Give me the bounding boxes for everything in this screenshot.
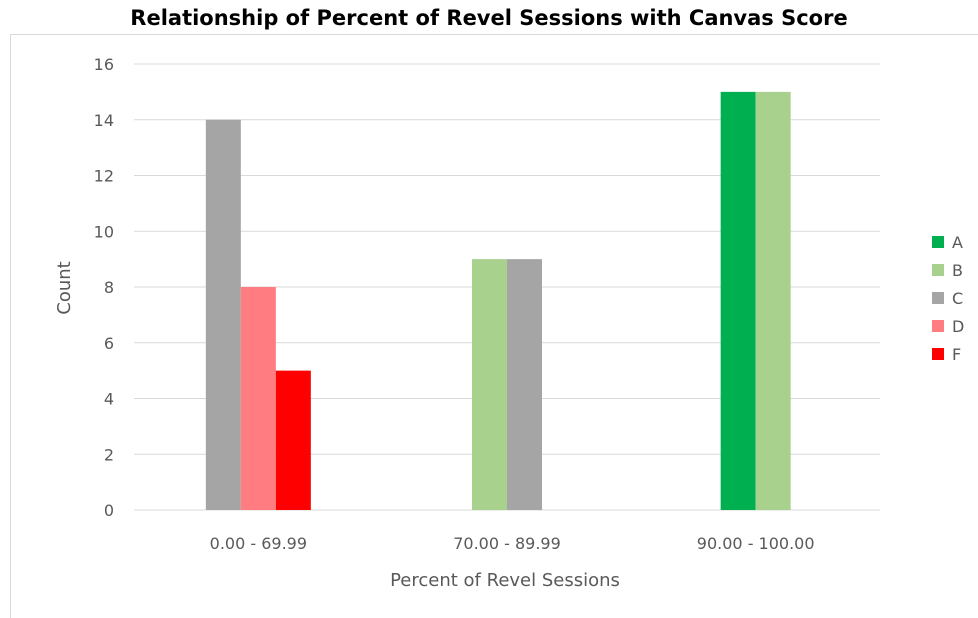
bar-b-2 [755, 91, 791, 510]
x-tick-label: 0.00 - 69.99 [210, 534, 307, 553]
x-axis-ticks: 0.00 - 69.99 70.00 - 89.99 90.00 - 100.00 [210, 534, 815, 553]
y-tick-label: 2 [104, 445, 114, 464]
bar-f-0 [275, 370, 311, 510]
x-axis-title: Percent of Revel Sessions [390, 570, 620, 591]
legend-swatch-b [932, 264, 944, 276]
y-tick-label: 8 [104, 278, 114, 297]
y-tick-label: 0 [104, 501, 114, 520]
legend-label-c: C [952, 289, 963, 308]
bar-b-1 [472, 259, 507, 510]
x-tick-label: 90.00 - 100.00 [697, 534, 815, 553]
y-axis-title: Count [54, 261, 75, 314]
y-axis-ticks: 0 2 4 6 8 10 12 14 16 [94, 55, 114, 520]
x-tick-label: 70.00 - 89.99 [453, 534, 561, 553]
y-tick-label: 6 [104, 334, 114, 353]
legend-swatch-d [932, 320, 944, 332]
legend-swatch-a [932, 236, 944, 248]
y-tick-label: 16 [94, 55, 114, 74]
legend-label-f: F [952, 345, 961, 364]
chart-title: Relationship of Percent of Revel Session… [130, 6, 848, 30]
y-tick-label: 12 [94, 167, 114, 186]
y-tick-label: 14 [94, 111, 114, 130]
legend-label-a: A [952, 233, 963, 252]
bar-a-2 [720, 91, 756, 510]
bar-c-1 [507, 259, 542, 510]
legend-swatch-f [932, 348, 944, 360]
chart-frame [10, 34, 978, 618]
legend-label-b: B [952, 261, 963, 280]
bars [205, 91, 791, 510]
bar-d-0 [240, 287, 276, 510]
y-tick-label: 10 [94, 222, 114, 241]
y-tick-label: 4 [104, 390, 114, 409]
bar-c-0 [205, 119, 241, 510]
legend-label-d: D [952, 317, 964, 336]
legend-swatch-c [932, 292, 944, 304]
